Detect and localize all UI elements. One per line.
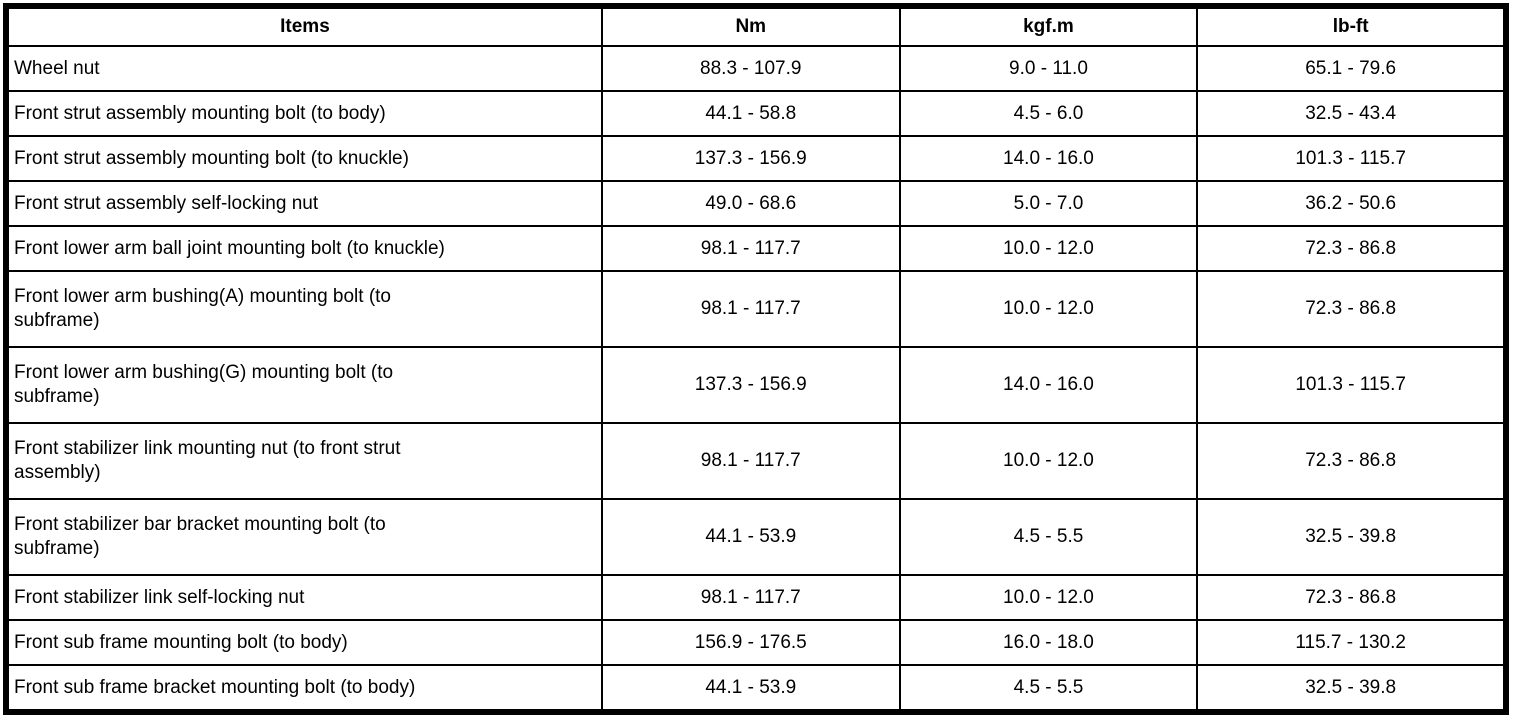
lbft-value-cell: 65.1 - 79.6 [1196, 45, 1505, 92]
table-row: Front stabilizer link mounting nut (to f… [7, 422, 1505, 500]
kgfm-value-cell: 10.0 - 12.0 [898, 270, 1199, 348]
nm-value-cell: 98.1 - 117.7 [600, 574, 901, 621]
lbft-value-cell: 115.7 - 130.2 [1196, 619, 1505, 666]
item-cell: Front strut assembly self-locking nut [7, 180, 603, 227]
column-header-lbft: lb-ft [1196, 7, 1505, 47]
column-header-items: Items [7, 7, 603, 47]
table-body: Wheel nut 88.3 - 107.9 9.0 - 11.0 65.1 - 79… [7, 45, 1505, 711]
table-row: Front lower arm bushing(A) mounting bolt… [7, 270, 1505, 348]
kgfm-value-cell: 16.0 - 18.0 [898, 619, 1199, 666]
torque-spec-table-grid: Items Nm kgf.m lb-ft Wheel nut 88.3 - 107… [7, 7, 1505, 711]
kgfm-value-cell: 4.5 - 5.5 [898, 664, 1199, 711]
table-row: Front strut assembly self-locking nut 49.… [7, 180, 1505, 227]
item-cell: Front lower arm bushing(G) mounting bolt… [7, 346, 603, 424]
table-row: Wheel nut 88.3 - 107.9 9.0 - 11.0 65.1 - 79… [7, 45, 1505, 92]
item-cell: Front lower arm bushing(A) mounting bolt… [7, 270, 603, 348]
lbft-value-cell: 72.3 - 86.8 [1196, 225, 1505, 272]
table-row: Front strut assembly mounting bolt (to k… [7, 135, 1505, 182]
item-cell: Front lower arm ball joint mounting bolt… [7, 225, 603, 272]
nm-value-cell: 137.3 - 156.9 [600, 135, 901, 182]
lbft-value-cell: 36.2 - 50.6 [1196, 180, 1505, 227]
column-header-kgfm: kgf.m [898, 7, 1199, 47]
kgfm-value-cell: 9.0 - 11.0 [898, 45, 1199, 92]
item-cell: Front stabilizer link self-locking nut [7, 574, 603, 621]
table-row: Front lower arm bushing(G) mounting bolt… [7, 346, 1505, 424]
table-row: Front sub frame bracket mounting bolt (t… [7, 664, 1505, 711]
item-cell: Wheel nut [7, 45, 603, 92]
lbft-value-cell: 32.5 - 43.4 [1196, 90, 1505, 137]
header-row: Items Nm kgf.m lb-ft [7, 7, 1505, 47]
item-cell: Front sub frame mounting bolt (to body) [7, 619, 603, 666]
nm-value-cell: 44.1 - 53.9 [600, 498, 901, 576]
nm-value-cell: 137.3 - 156.9 [600, 346, 901, 424]
item-cell: Front strut assembly mounting bolt (to k… [7, 135, 603, 182]
kgfm-value-cell: 4.5 - 5.5 [898, 498, 1199, 576]
kgfm-value-cell: 4.5 - 6.0 [898, 90, 1199, 137]
item-cell: Front stabilizer link mounting nut (to f… [7, 422, 603, 500]
column-header-nm: Nm [600, 7, 901, 47]
kgfm-value-cell: 14.0 - 16.0 [898, 135, 1199, 182]
lbft-value-cell: 32.5 - 39.8 [1196, 498, 1505, 576]
lbft-value-cell: 72.3 - 86.8 [1196, 422, 1505, 500]
kgfm-value-cell: 10.0 - 12.0 [898, 225, 1199, 272]
table-row: Front lower arm ball joint mounting bolt… [7, 225, 1505, 272]
table-row: Front strut assembly mounting bolt (to b… [7, 90, 1505, 137]
kgfm-value-cell: 10.0 - 12.0 [898, 574, 1199, 621]
nm-value-cell: 88.3 - 107.9 [600, 45, 901, 92]
lbft-value-cell: 72.3 - 86.8 [1196, 574, 1505, 621]
item-cell: Front strut assembly mounting bolt (to b… [7, 90, 603, 137]
nm-value-cell: 44.1 - 58.8 [600, 90, 901, 137]
lbft-value-cell: 32.5 - 39.8 [1196, 664, 1505, 711]
kgfm-value-cell: 5.0 - 7.0 [898, 180, 1199, 227]
table-row: Front sub frame mounting bolt (to body) 1… [7, 619, 1505, 666]
nm-value-cell: 98.1 - 117.7 [600, 225, 901, 272]
lbft-value-cell: 101.3 - 115.7 [1196, 346, 1505, 424]
kgfm-value-cell: 10.0 - 12.0 [898, 422, 1199, 500]
lbft-value-cell: 72.3 - 86.8 [1196, 270, 1505, 348]
item-cell: Front sub frame bracket mounting bolt (t… [7, 664, 603, 711]
torque-spec-table: Items Nm kgf.m lb-ft Wheel nut 88.3 - 107… [3, 3, 1509, 715]
kgfm-value-cell: 14.0 - 16.0 [898, 346, 1199, 424]
nm-value-cell: 44.1 - 53.9 [600, 664, 901, 711]
table-row: Front stabilizer link self-locking nut 98… [7, 574, 1505, 621]
table-row: Front stabilizer bar bracket mounting bo… [7, 498, 1505, 576]
nm-value-cell: 49.0 - 68.6 [600, 180, 901, 227]
nm-value-cell: 156.9 - 176.5 [600, 619, 901, 666]
lbft-value-cell: 101.3 - 115.7 [1196, 135, 1505, 182]
nm-value-cell: 98.1 - 117.7 [600, 422, 901, 500]
nm-value-cell: 98.1 - 117.7 [600, 270, 901, 348]
item-cell: Front stabilizer bar bracket mounting bo… [7, 498, 603, 576]
